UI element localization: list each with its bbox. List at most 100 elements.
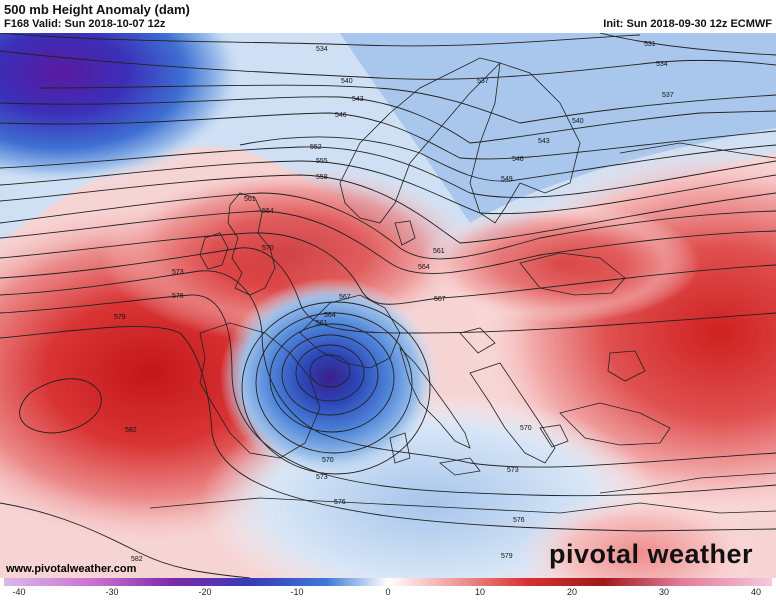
label-549: 549 (501, 176, 513, 183)
coast-ireland (199, 232, 229, 270)
field-southeast (520, 493, 760, 578)
contour-537 (0, 50, 776, 80)
label-540-east: 540 (572, 118, 584, 125)
site-url: www.pivotalweather.com (6, 563, 137, 575)
label-546: 546 (335, 112, 347, 119)
anomaly-map: 534 537 540 543 546 549 552 555 558 561 … (0, 33, 776, 578)
coast-sardinia (389, 432, 411, 464)
label-570-south: 570 (322, 457, 334, 464)
label-582: 582 (125, 427, 137, 434)
border-baltic (619, 142, 776, 159)
label-570: 570 (262, 245, 274, 252)
label-573-aegean: 573 (507, 467, 519, 474)
colorbar-tick-0: 0 (385, 587, 391, 597)
contour-555 (0, 160, 776, 215)
coast-great-britain (227, 192, 276, 296)
colorbar-tick-minus10: -10 (290, 587, 304, 597)
border-bulgaria (539, 424, 569, 448)
colorbar-tick-30: 30 (658, 587, 670, 597)
label-564-east: 564 (418, 264, 430, 271)
coast-iberia (199, 322, 321, 459)
contour-582-high (19, 378, 102, 434)
contour-564 (0, 210, 776, 274)
label-576-east: 576 (513, 517, 525, 524)
label-576: 576 (172, 293, 184, 300)
contour-534 (0, 33, 641, 47)
contour-531 (599, 33, 776, 56)
brand-logo: pivotal weather (549, 539, 753, 570)
label-558: 558 (316, 174, 328, 181)
contour-labels: 534 537 540 543 546 549 552 555 558 561 … (114, 41, 674, 563)
label-561: 561 (244, 196, 256, 203)
colorbar-tick-minus40: -40 (12, 587, 26, 597)
label-567: 567 (434, 296, 446, 303)
contour-573 (0, 270, 776, 468)
cutoff-ring-1 (309, 354, 351, 388)
field-poland-ridge (420, 203, 700, 323)
map-canvas: 534 537 540 543 546 549 552 555 558 561 … (0, 33, 776, 578)
label-537: 537 (477, 78, 489, 85)
coast-france (299, 294, 401, 369)
contour-570 (0, 247, 776, 334)
colorbar-tick-10: 10 (474, 587, 486, 597)
label-540: 540 (341, 78, 353, 85)
coast-north-africa (149, 497, 776, 514)
label-543-east: 543 (538, 138, 550, 145)
coast-sicily (439, 457, 481, 476)
field-cutoff-low (220, 278, 440, 478)
contour-549 (239, 136, 776, 182)
coast-levant (599, 472, 776, 494)
label-531: 531 (644, 41, 656, 48)
cutoff-ring-4 (269, 323, 395, 433)
label-570-balkans: 570 (520, 425, 532, 432)
border-romania (607, 350, 646, 382)
label-579-south: 579 (501, 553, 513, 560)
coast-italy (399, 346, 471, 449)
label-552: 552 (310, 144, 322, 151)
contour-561 (0, 192, 776, 260)
map-title: 500 mb Height Anomaly (dam) (4, 2, 190, 17)
label-537-east: 537 (662, 92, 674, 99)
label-579: 579 (114, 314, 126, 321)
label-582-south: 582 (131, 556, 143, 563)
colorbar-tick-40: 40 (750, 587, 762, 597)
label-573: 573 (172, 269, 184, 276)
colorbar-tick-minus20: -20 (198, 587, 212, 597)
colorbar: -40 -30 -20 -10 0 10 20 30 40 (0, 578, 776, 600)
brand-text: pivotal weather (549, 539, 754, 569)
label-564-low: 564 (324, 312, 336, 319)
contour-552 (0, 146, 776, 198)
colorbar-tick-20: 20 (566, 587, 578, 597)
label-564: 564 (262, 208, 274, 215)
label-561-east: 561 (433, 248, 445, 255)
valid-time: F168 Valid: Sun 2018-10-07 12z (4, 18, 166, 30)
coast-norway (339, 57, 501, 224)
init-time: Init: Sun 2018-09-30 12z ECMWF (603, 18, 772, 30)
field-scandinavia-trough (340, 33, 776, 223)
cutoff-ring-6 (241, 301, 431, 475)
contour-567 (0, 232, 776, 305)
colorbar-gradient (4, 578, 772, 586)
contour-576 (0, 294, 776, 497)
contour-540 (39, 84, 776, 124)
border-poland (519, 252, 626, 296)
border-austria (459, 327, 496, 354)
colorbar-tick-minus30: -30 (105, 587, 119, 597)
label-543: 543 (352, 96, 364, 103)
label-555: 555 (316, 158, 328, 165)
field-north-atlantic-low (0, 33, 250, 188)
height-contours (0, 33, 776, 578)
header: 500 mb Height Anomaly (dam) F168 Valid: … (0, 0, 776, 33)
cutoff-ring-2 (295, 344, 365, 402)
label-567-west: 567 (339, 294, 351, 301)
coastlines (149, 57, 776, 514)
label-576-south: 576 (334, 499, 346, 506)
cutoff-ring-3 (281, 334, 379, 416)
contour-582-south (0, 502, 251, 578)
label-534-top: 534 (316, 46, 328, 53)
coast-sweden-finland (469, 62, 581, 224)
cutoff-ring-5 (255, 312, 413, 454)
cutoff-contours (241, 301, 431, 475)
label-546-east: 546 (512, 156, 524, 163)
